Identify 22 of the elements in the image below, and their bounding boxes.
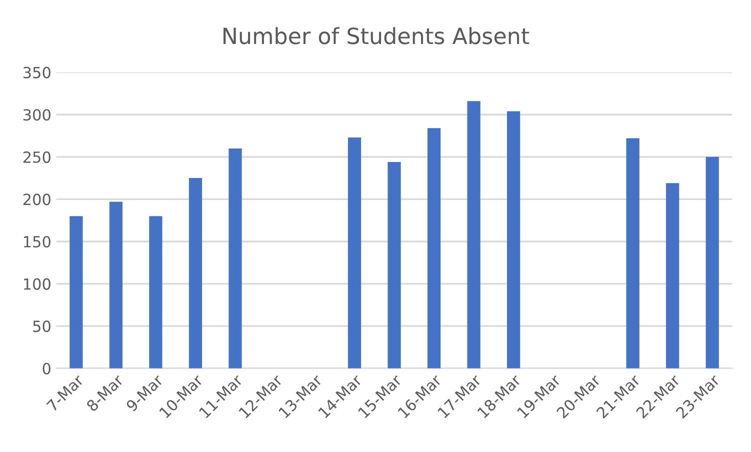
y-tick-label: 300 bbox=[23, 109, 50, 121]
bar bbox=[666, 183, 680, 368]
y-tick-label: 100 bbox=[24, 278, 50, 290]
bar bbox=[149, 216, 162, 368]
chart-title: Number of Students Absent bbox=[224, 27, 530, 44]
bar bbox=[626, 138, 640, 368]
bar bbox=[228, 148, 242, 368]
bar bbox=[348, 137, 362, 368]
bar bbox=[70, 216, 83, 368]
bar bbox=[388, 162, 401, 368]
bar bbox=[506, 111, 520, 368]
bar bbox=[427, 128, 441, 368]
bar bbox=[706, 156, 719, 368]
bar bbox=[467, 101, 480, 368]
bar bbox=[188, 178, 202, 368]
y-tick-label: 350 bbox=[23, 66, 50, 78]
y-tick-label: 200 bbox=[23, 194, 50, 206]
bar bbox=[109, 202, 123, 368]
y-tick-label: 250 bbox=[23, 151, 50, 163]
y-tick-label: 0 bbox=[42, 362, 50, 374]
y-tick-label: 50 bbox=[33, 320, 50, 332]
y-tick-label: 150 bbox=[24, 236, 50, 248]
